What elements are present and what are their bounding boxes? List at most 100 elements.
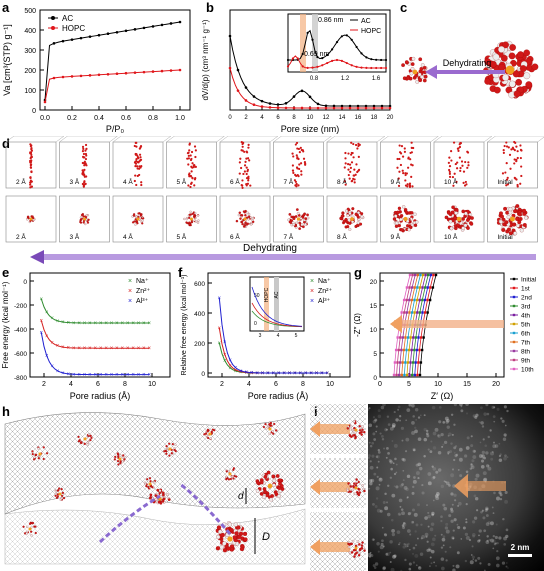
- panel-b-inset-band-hopc: [300, 14, 306, 72]
- panel-e-series-zn-point: ×: [77, 346, 81, 352]
- panel-g-xtick: 15: [463, 381, 471, 388]
- panel-e-series-al-point: ×: [88, 373, 92, 379]
- panel-e-series-al-point: ×: [126, 373, 130, 379]
- panel-a-xtick: 0.6: [121, 115, 131, 122]
- panel-e-series-al: [40, 332, 150, 376]
- panel-f-series-al-point: ×: [326, 371, 330, 377]
- panel-g-xtick: 0: [378, 381, 382, 388]
- panel-e-series-na-point: ×: [88, 321, 92, 327]
- panel-c-arrow-label: Dehydrating: [443, 58, 492, 68]
- panel-a-xtick: 0.0: [40, 115, 50, 122]
- panel-d-simulations: 2 Å 3 Å 4 Å 5 Å 6 Å 7 Å 8 Å 9 Å 10 Å Initial 2 Å 3…: [5, 136, 544, 264]
- panel-a-ytick: 100: [24, 88, 36, 95]
- panel-g-ytick: 10: [370, 327, 378, 334]
- panel-h-small-cluster: [77, 433, 93, 446]
- panel-h-small-cluster: [113, 452, 127, 466]
- panel-f-series-na-point: ×: [299, 371, 303, 377]
- panel-e-series-al-point: ×: [121, 373, 125, 379]
- panel-f-series-al-point: ×: [234, 366, 238, 372]
- panel-f-series-al-point: ×: [282, 371, 286, 377]
- panel-a-ytick: 300: [24, 48, 36, 55]
- panel-d-top-box: [326, 136, 386, 189]
- panel-g-series-point: [413, 373, 416, 377]
- panel-label-h: h: [2, 404, 10, 419]
- panel-e-series-al-point: ×: [115, 373, 119, 379]
- panel-d-top-label: Initial: [498, 179, 514, 186]
- panel-b-annot-086: 0.86 nm: [318, 17, 343, 24]
- panel-i-arrow: [316, 424, 350, 434]
- panel-e-series-zn-point: ×: [104, 346, 108, 352]
- panel-b-xtick: 2: [244, 115, 248, 121]
- panel-j-scalebar: [508, 554, 532, 557]
- panel-g-series-point: [414, 273, 417, 277]
- panel-f-series-zn-point: ×: [239, 370, 243, 376]
- panel-g-series-point: [427, 273, 430, 277]
- panel-f-series-al: [218, 297, 328, 374]
- panel-g-series-point: [432, 273, 435, 277]
- panel-f-series-zn-point: ×: [309, 371, 313, 377]
- panel-b-xtick: 6: [276, 115, 280, 121]
- panel-f-series-na-point: ×: [282, 371, 286, 377]
- panel-g-legend-item: 7th: [521, 340, 530, 347]
- panel-f-inset-band-hopc: [264, 277, 269, 331]
- panel-d-bottom-label: 5 Å: [177, 232, 187, 241]
- panel-d-bottom-box: [219, 195, 271, 243]
- svg-text:×: ×: [310, 288, 314, 295]
- panel-e-ytick: -800: [14, 375, 27, 382]
- panel-label-g: g: [354, 265, 362, 280]
- panel-g-series-point: [408, 373, 411, 377]
- panel-d-bottom-box: [380, 195, 431, 243]
- panel-f-inset-hopc: HOPC: [264, 287, 270, 302]
- panel-e-series-na-point: ×: [83, 321, 87, 327]
- panel-f-xtick: 10: [326, 381, 334, 388]
- panel-d-bottom-label: 4 Å: [123, 232, 133, 241]
- panel-i-arrow: [316, 482, 350, 492]
- panel-h-carbon-sheet-top: [4, 412, 306, 515]
- panel-f-series-zn-point: ×: [255, 371, 259, 377]
- panel-b-inset-ac-point: [384, 58, 388, 62]
- panel-e-series-zn-point: ×: [99, 346, 103, 352]
- panel-e-xlabel: Pore radius (Å): [70, 391, 131, 401]
- panel-h-small-cluster: [54, 487, 66, 501]
- panel-f-series-al-point: ×: [272, 371, 276, 377]
- panel-f-series-na-point: ×: [309, 371, 313, 377]
- panel-f-ytick: 200: [194, 341, 205, 348]
- panel-f-series-al-point: ×: [245, 370, 249, 376]
- panel-d-bottom-box: [433, 195, 485, 243]
- panel-g-xtick: 5: [407, 381, 411, 388]
- panel-g-xtick: 10: [434, 381, 442, 388]
- panel-f-series-na-point: ×: [304, 371, 308, 377]
- panel-d-bottom-label: 3 Å: [70, 232, 80, 241]
- panel-d-bottom-label: 8 Å: [337, 232, 347, 241]
- panel-a-frame: [39, 9, 191, 111]
- panel-f-legend-zn: Zn²⁺: [318, 288, 333, 295]
- panel-g-ylabel: -Z″ (Ω): [354, 313, 362, 337]
- panel-e-series-al-point: ×: [61, 371, 65, 377]
- panel-e-ytick: -600: [14, 351, 27, 358]
- panel-f-series-na-point: ×: [320, 371, 324, 377]
- panel-d-arrowhead: [30, 250, 44, 264]
- panel-e-series-na-point: ×: [56, 319, 60, 325]
- panel-d-top-box: [219, 136, 279, 189]
- panel-e-series-zn-point: ×: [131, 346, 135, 352]
- panel-f-series-al-point: ×: [250, 371, 254, 377]
- panel-a-ylabel: Va [cm³(STP) g⁻¹]: [2, 24, 12, 96]
- panel-e-ytick: 0: [23, 279, 27, 286]
- panel-c-arrowhead: [425, 65, 437, 79]
- panel-d-bottom-label: 6 Å: [230, 232, 240, 241]
- panel-a-xtick: 0.8: [148, 115, 158, 122]
- panel-e-series-al-point: ×: [56, 369, 60, 375]
- panel-d-bottom-label: 10 Å: [444, 232, 458, 241]
- panel-b-xtick: 14: [339, 115, 346, 121]
- panel-f-series-zn-point: ×: [228, 363, 232, 369]
- panel-f-series-al-point: ×: [293, 371, 297, 377]
- panel-f-series-zn-point: ×: [320, 371, 324, 377]
- panel-f-inset-xtick: 5: [295, 333, 298, 339]
- panel-label-e: e: [2, 265, 10, 280]
- panel-b-legend-hopc: HOPC: [361, 28, 381, 35]
- panel-c-illustration: Dehydrating: [401, 40, 539, 99]
- panel-d-top-label: 8 Å: [337, 177, 347, 186]
- panel-g-legend-item: Initial: [521, 277, 537, 284]
